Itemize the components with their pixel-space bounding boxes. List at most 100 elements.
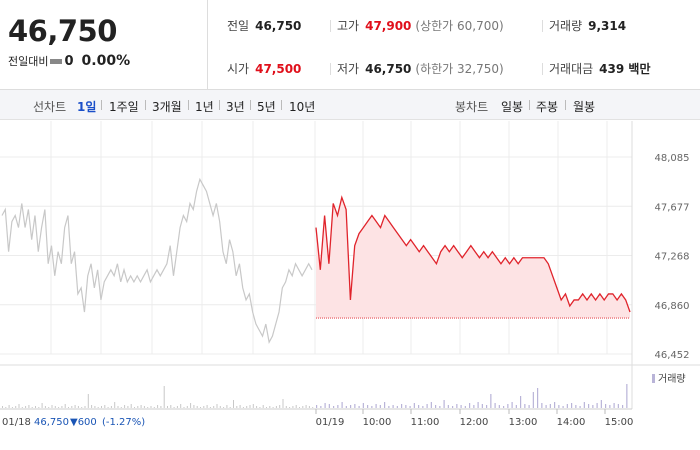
tab-weekly-candle[interactable]: 주봉 [536,100,559,114]
volume-bar [367,405,369,408]
volume-bar [58,407,60,408]
tab-1year[interactable]: 1년 [195,100,214,114]
volume-bar [609,405,611,408]
volume-bar [316,405,318,408]
volume-bar [289,407,291,408]
volume-bar [626,384,628,408]
volume-bar [566,404,568,408]
volume-bar [104,405,106,408]
volume-bar [481,404,483,408]
volume-bar [507,404,509,408]
tab-daily-candle[interactable]: 일봉 [501,100,524,114]
volume-bar [97,407,99,408]
x-tick-label: 10:00 [363,417,392,428]
volume-bar [262,405,264,408]
volume-bar [490,394,492,408]
volume-bar [524,404,526,408]
stat-open: 시가 47,500 [227,60,301,77]
stat-value: 46,750 [255,19,302,33]
tab-3years[interactable]: 3년 [226,100,245,114]
volume-bar [588,404,590,408]
volume-bar [426,404,428,408]
volume-bar [418,405,420,408]
x-tick-label: 01/19 [316,417,345,428]
volume-bar [213,406,215,408]
volume-bar [134,407,135,408]
volume-bar [269,406,271,408]
volume-bar [114,402,116,408]
change-value: 0 [64,53,74,69]
volume-bar [396,406,398,408]
tab-1week[interactable]: 1주일 [109,100,139,114]
volume-bar [31,407,33,408]
volume-bar [600,400,602,408]
volume-bar [515,405,517,408]
volume-bar [170,405,172,408]
stat-value: 47,900 [365,19,412,33]
volume-bar [137,406,139,408]
stat-amount: 거래대금 439 백만 [549,60,650,77]
volume-bar [447,405,449,408]
volume-bar [473,405,475,408]
volume-bar [259,407,261,408]
tab-3months[interactable]: 3개월 [152,100,182,114]
volume-bar [435,405,437,408]
tab-10years[interactable]: 10년 [289,100,316,114]
volume-bar [153,407,155,408]
volume-bar [219,406,221,408]
candle-chart-label: 봉차트 [455,100,489,114]
volume-bar [579,406,581,408]
volume-bar [190,403,192,408]
volume-bar [305,405,307,408]
volume-bar [229,407,231,408]
tab-1day[interactable]: 1일 [77,100,97,114]
volume-bar [163,386,165,408]
volume-bar [233,400,234,408]
prev-day-date: 01/18 [2,417,31,428]
volume-bar [51,405,53,408]
volume-bar [124,405,126,408]
current-price: 46,750 [8,14,117,48]
volume-bar [511,402,513,408]
volume-bar [209,407,211,408]
stat-value: 9,314 [588,19,627,33]
volume-bar [430,402,432,408]
quote-header: 46,750 전일대비 0 0.00% 전일 46,750 고가 47,900 (상한… [0,0,700,90]
volume-bar [617,404,619,408]
volume-bar [242,407,244,408]
volume-bar [8,405,10,408]
tab-5years[interactable]: 5년 [257,100,276,114]
volume-bar [71,406,73,408]
volume-bar [503,406,505,408]
volume-bar [74,405,76,408]
volume-bar [216,404,218,408]
change-percent: 0.00% [81,53,131,69]
volume-bar [41,403,43,408]
volume-bar [206,405,208,408]
volume-bar [295,405,297,408]
volume-bar [358,406,360,408]
stat-volume: 거래량 9,314 [549,17,626,34]
volume-bar [308,406,310,408]
y-tick-label: 48,085 [655,153,690,164]
volume-bar [2,406,3,408]
x-tick-label: 12:00 [460,417,489,428]
volume-bar [439,406,441,408]
volume-bar [5,407,7,408]
change-row: 전일대비 0 0.00% [8,53,130,69]
volume-bar [77,406,79,408]
volume-bar [494,403,496,408]
tab-monthly-candle[interactable]: 월봉 [573,100,596,114]
prev-day-change: ▼600 [70,417,97,428]
volume-bar [282,399,284,408]
volume-bar [275,406,277,408]
volume-bar [94,406,96,408]
volume-bar [333,406,335,408]
price-box: 46,750 전일대비 0 0.00% [0,0,208,90]
volume-bar [25,406,27,408]
volume-bar [61,406,63,408]
volume-bar [38,407,40,408]
volume-bar [362,403,364,408]
stat-prev-close: 전일 46,750 [227,17,301,34]
volume-bar [345,406,347,408]
